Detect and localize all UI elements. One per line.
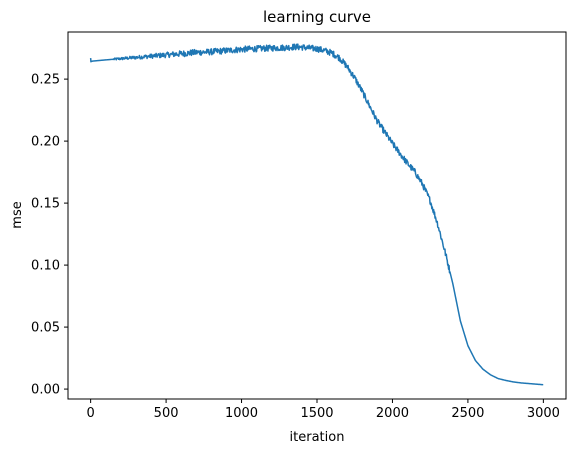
y-tick-label: 0.05 <box>31 321 60 336</box>
y-tick-label: 0.15 <box>31 197 60 212</box>
ticks-layer: 0 500 1000 1500 2000 2500 3000 0.00 0.05 0.10 0.15… <box>31 73 560 421</box>
y-tick-label: 0.25 <box>31 73 60 88</box>
x-tick-label: 2500 <box>451 406 484 421</box>
y-tick-label: 0.10 <box>31 259 60 274</box>
x-tick-label: 500 <box>154 406 179 421</box>
x-tick-label: 1500 <box>300 406 333 421</box>
y-tick-label: 0.20 <box>31 135 60 150</box>
y-tick-label: 0.00 <box>31 383 60 398</box>
x-tick-label: 2000 <box>376 406 409 421</box>
mse-series-line <box>89 43 544 386</box>
x-tick-label: 3000 <box>527 406 560 421</box>
x-axis-title: iteration <box>290 430 345 445</box>
y-axis-title: mse <box>10 201 25 228</box>
chart-title: learning curve <box>263 8 371 26</box>
x-tick-label: 0 <box>86 406 94 421</box>
plot-layer <box>89 43 544 386</box>
x-tick-label: 1000 <box>225 406 258 421</box>
